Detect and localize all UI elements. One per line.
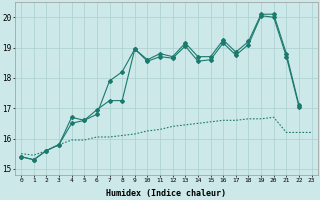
X-axis label: Humidex (Indice chaleur): Humidex (Indice chaleur) xyxy=(106,189,226,198)
